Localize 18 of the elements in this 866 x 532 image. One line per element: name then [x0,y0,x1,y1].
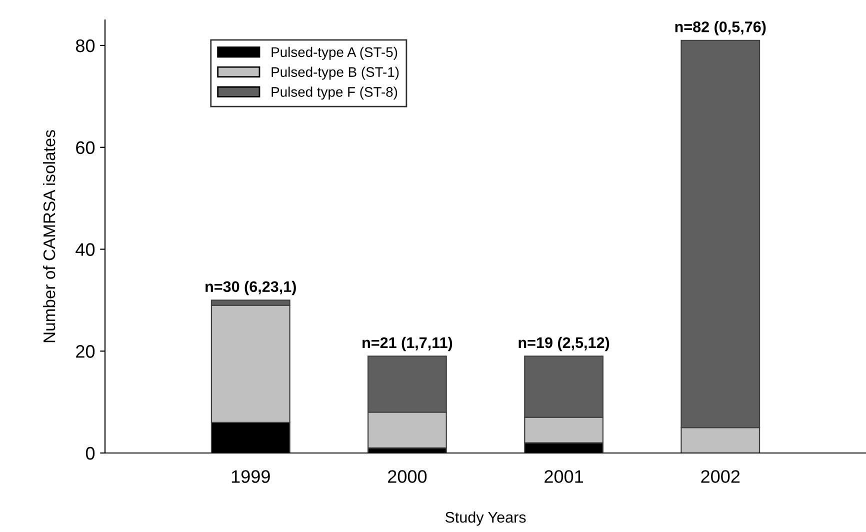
legend-label: Pulsed type F (ST-8) [272,86,398,100]
y-tick-label: 80 [76,39,95,52]
total-label: n=30 (6,23,1) [206,280,296,296]
total-label: n=82 (0,5,76) [675,21,766,36]
total-label: n=19 (2,5,12) [518,336,610,352]
x-tick-label: 1999 [232,470,270,483]
legend-label: Pulsed-type B (ST-1) [272,66,399,80]
x-tick-label: 2002 [701,470,740,483]
x-tick-label: 2001 [544,470,583,483]
total-label: n=21 (1,7,11) [362,336,452,352]
y-tick-label: 60 [76,141,95,154]
legend-label: Pulsed-type A (ST-5) [272,46,398,60]
y-tick-label: 0 [86,446,95,460]
y-tick-label: 20 [76,345,95,358]
y-tick-label: 40 [76,243,95,256]
x-tick-label: 2000 [388,470,427,483]
y-axis-title: Number of CAMRSA isolates [42,130,56,342]
x-axis-title: Study Years [445,512,526,526]
